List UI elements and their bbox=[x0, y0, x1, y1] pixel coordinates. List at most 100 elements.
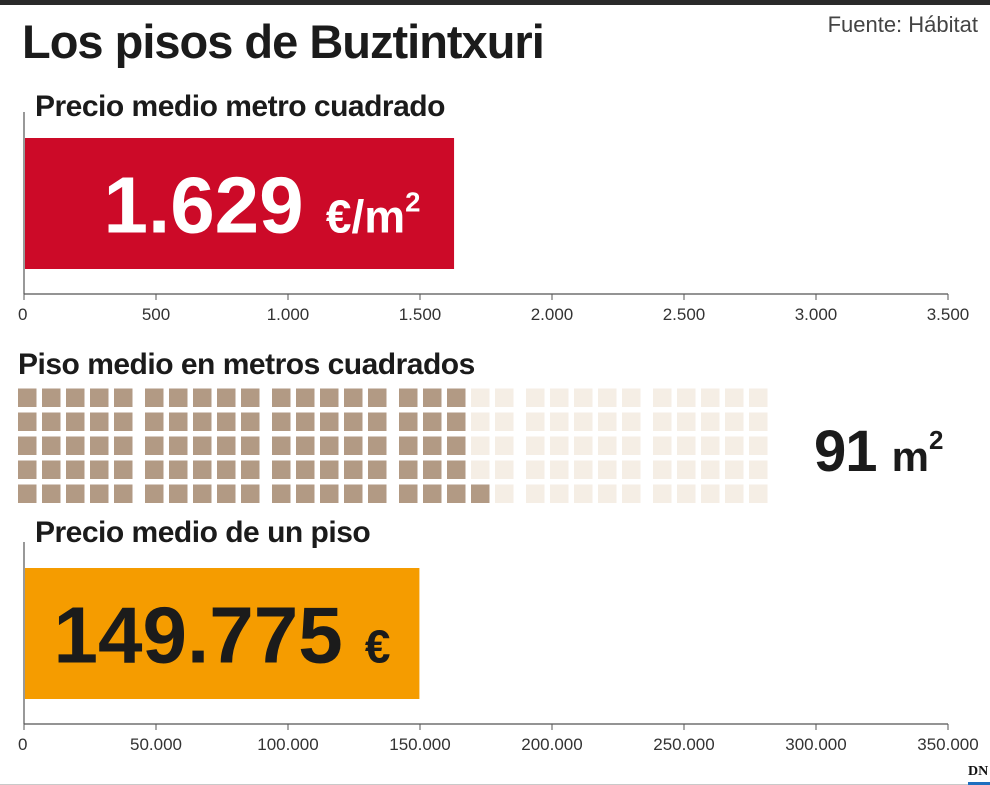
waffle-cell-filled bbox=[114, 412, 133, 431]
waffle-cell-empty bbox=[574, 388, 593, 407]
waffle-cell-filled bbox=[423, 412, 442, 431]
waffle-cell-filled bbox=[217, 412, 236, 431]
waffle-cell-filled bbox=[169, 412, 188, 431]
waffle-cell-filled bbox=[114, 388, 133, 407]
x-tick-label: 100.000 bbox=[257, 735, 318, 754]
waffle-cell-filled bbox=[399, 388, 418, 407]
waffle-cell-empty bbox=[598, 436, 617, 455]
waffle-cell-filled bbox=[399, 412, 418, 431]
bar-value-label: 149.775 € bbox=[54, 590, 391, 679]
waffle-cell-empty bbox=[471, 388, 490, 407]
waffle-cell-empty bbox=[526, 412, 545, 431]
waffle-cell-filled bbox=[145, 388, 164, 407]
waffle-cell-filled bbox=[217, 484, 236, 503]
flat-price-chart: 0 50.000 100.000 150.000 200.000 250.000 300.0… bbox=[18, 542, 979, 754]
x-tick-label: 500 bbox=[142, 305, 170, 324]
waffle-cell-filled bbox=[272, 436, 291, 455]
waffle-cell-filled bbox=[42, 436, 61, 455]
waffle-cell-empty bbox=[550, 460, 569, 479]
waffle-cell-filled bbox=[42, 412, 61, 431]
waffle-cell-empty bbox=[653, 436, 672, 455]
waffle-cell-empty bbox=[598, 484, 617, 503]
waffle-cell-filled bbox=[272, 412, 291, 431]
waffle-cell-filled bbox=[296, 412, 315, 431]
waffle-cell-filled bbox=[368, 436, 387, 455]
waffle-cell-filled bbox=[447, 388, 466, 407]
waffle-cell-empty bbox=[622, 436, 641, 455]
waffle-cell-empty bbox=[701, 460, 720, 479]
waffle-cell-filled bbox=[399, 484, 418, 503]
waffle-cell-filled bbox=[18, 436, 37, 455]
waffle-cell-filled bbox=[193, 436, 212, 455]
waffle-cell-filled bbox=[272, 460, 291, 479]
waffle-cell-filled bbox=[66, 436, 85, 455]
waffle-cell-filled bbox=[320, 460, 339, 479]
waffle-cell-empty bbox=[526, 460, 545, 479]
waffle-cell-filled bbox=[241, 388, 260, 407]
waffle-cell-empty bbox=[574, 436, 593, 455]
waffle-cell-empty bbox=[495, 484, 514, 503]
waffle-cell-empty bbox=[471, 436, 490, 455]
price-per-m2-title: Precio medio metro cuadrado bbox=[35, 90, 445, 123]
waffle-cell-empty bbox=[495, 436, 514, 455]
waffle-cell-filled bbox=[193, 484, 212, 503]
waffle-cell-empty bbox=[622, 388, 641, 407]
waffle-cell-empty bbox=[677, 484, 696, 503]
waffle-cell-filled bbox=[241, 460, 260, 479]
waffle-cell-filled bbox=[296, 460, 315, 479]
waffle-cell-filled bbox=[18, 484, 37, 503]
waffle-cell-filled bbox=[145, 484, 164, 503]
x-tick-label: 0 bbox=[18, 735, 27, 754]
waffle-cell-empty bbox=[622, 412, 641, 431]
waffle-cell-empty bbox=[598, 388, 617, 407]
waffle-cell-empty bbox=[495, 460, 514, 479]
waffle-cell-empty bbox=[495, 388, 514, 407]
waffle-cell-empty bbox=[653, 460, 672, 479]
page-title: Los pisos de Buztintxuri bbox=[22, 15, 545, 68]
bar bbox=[25, 568, 420, 699]
flat-size-waffle bbox=[18, 388, 768, 503]
x-tick-label: 3.500 bbox=[927, 305, 970, 324]
waffle-cell-empty bbox=[495, 412, 514, 431]
bar-value-unit: € bbox=[365, 620, 391, 672]
waffle-cell-empty bbox=[574, 460, 593, 479]
waffle-cell-filled bbox=[114, 484, 133, 503]
flat-size-number: 91 bbox=[814, 419, 878, 484]
waffle-cell-filled bbox=[193, 460, 212, 479]
waffle-cell-filled bbox=[399, 460, 418, 479]
bar bbox=[25, 138, 455, 269]
waffle-cell-filled bbox=[344, 412, 363, 431]
waffle-cell-filled bbox=[114, 460, 133, 479]
bar-value-unit-superscript: 2 bbox=[405, 187, 420, 218]
waffle-cell-filled bbox=[18, 460, 37, 479]
waffle-cell-empty bbox=[677, 436, 696, 455]
waffle-cell-filled bbox=[368, 484, 387, 503]
waffle-cell-empty bbox=[701, 388, 720, 407]
x-tick-label: 0 bbox=[18, 305, 27, 324]
bar-value-label: 1.629 €/m2 bbox=[103, 160, 420, 249]
waffle-cell-filled bbox=[42, 484, 61, 503]
waffle-cell-empty bbox=[526, 436, 545, 455]
x-tick-label: 3.000 bbox=[795, 305, 838, 324]
waffle-cell-filled bbox=[344, 460, 363, 479]
bar-value-number: 149.775 bbox=[54, 590, 365, 679]
x-tick-label: 2.000 bbox=[531, 305, 574, 324]
waffle-cell-filled bbox=[18, 388, 37, 407]
waffle-cell-filled bbox=[90, 460, 109, 479]
waffle-cell-filled bbox=[423, 460, 442, 479]
waffle-cell-empty bbox=[574, 484, 593, 503]
waffle-cell-filled bbox=[320, 436, 339, 455]
waffle-cell-filled bbox=[66, 412, 85, 431]
flat-price-title: Precio medio de un piso bbox=[35, 516, 371, 549]
waffle-cell-empty bbox=[749, 388, 768, 407]
waffle-cell-filled bbox=[193, 388, 212, 407]
waffle-cell-filled bbox=[296, 388, 315, 407]
waffle-cell-filled bbox=[320, 484, 339, 503]
waffle-cell-filled bbox=[90, 436, 109, 455]
waffle-cell-empty bbox=[677, 388, 696, 407]
waffle-cell-empty bbox=[749, 412, 768, 431]
waffle-cell-empty bbox=[622, 484, 641, 503]
flat-size-unit-superscript: 2 bbox=[929, 425, 944, 455]
waffle-cell-filled bbox=[399, 436, 418, 455]
waffle-cell-filled bbox=[114, 436, 133, 455]
